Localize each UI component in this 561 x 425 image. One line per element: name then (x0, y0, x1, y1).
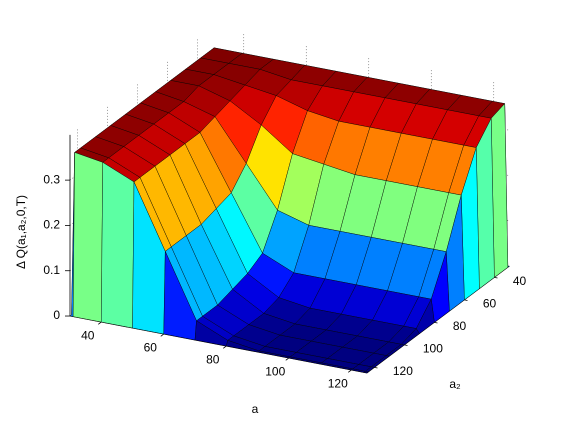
x-tick-label: 80 (206, 352, 220, 366)
surface-patch (101, 162, 135, 329)
z-tick-label: 0.1 (43, 263, 60, 277)
y-tick (374, 367, 378, 369)
surface-patch (72, 152, 103, 323)
x-axis-label: a (252, 402, 259, 416)
y-tick (494, 277, 498, 279)
y-tick-label: 100 (423, 341, 443, 355)
z-tick-label: 0.2 (43, 218, 60, 232)
y-tick (434, 322, 438, 324)
z-tick-label: 0 (53, 308, 60, 322)
z-axis-label: Δ Q(a₁,a₂,0,T) (14, 195, 28, 269)
y-tick (464, 299, 468, 301)
x-tick (348, 369, 352, 373)
y-tick-label: 40 (513, 274, 527, 288)
x-tick-label: 40 (81, 328, 95, 342)
y-tick (404, 344, 408, 346)
y-axis-label: a₂ (449, 377, 461, 391)
y-tick-label: 60 (483, 296, 497, 310)
y-tick-label: 80 (453, 319, 467, 333)
x-tick (223, 345, 227, 349)
x-tick-label: 120 (328, 376, 348, 390)
z-tick-label: 0.3 (43, 172, 60, 186)
x-tick-label: 100 (265, 364, 285, 378)
x-tick (98, 321, 102, 325)
x-tick (160, 333, 164, 337)
x-tick-label: 60 (144, 340, 158, 354)
x-tick (285, 357, 289, 361)
surface-patch (363, 371, 369, 374)
y-tick-label: 120 (393, 364, 413, 378)
